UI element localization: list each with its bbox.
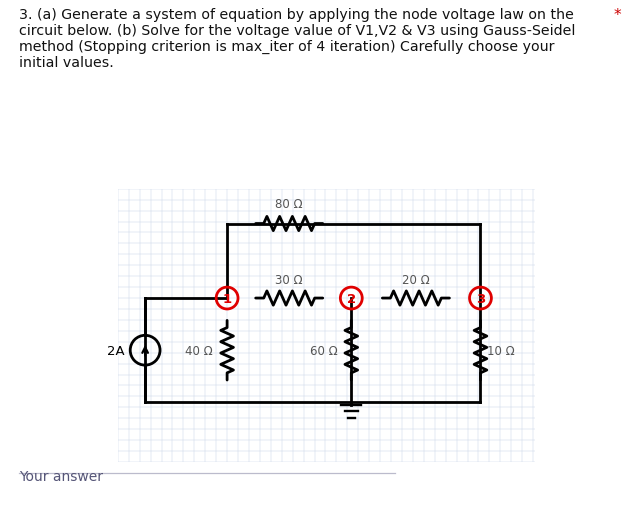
- Text: *: *: [613, 8, 621, 23]
- Text: 3. (a) Generate a system of equation by applying the node voltage law on the
cir: 3. (a) Generate a system of equation by …: [19, 8, 575, 70]
- Text: 3: 3: [476, 292, 485, 305]
- Text: 40 Ω: 40 Ω: [185, 344, 213, 357]
- Text: 2A: 2A: [106, 344, 124, 357]
- Text: 20 Ω: 20 Ω: [402, 274, 430, 286]
- Text: Your answer: Your answer: [19, 469, 103, 483]
- Text: 30 Ω: 30 Ω: [275, 274, 303, 286]
- Text: 10 Ω: 10 Ω: [487, 344, 515, 357]
- Text: 1: 1: [222, 292, 232, 305]
- Text: 80 Ω: 80 Ω: [275, 197, 303, 210]
- Text: 60 Ω: 60 Ω: [310, 344, 338, 357]
- Text: 2: 2: [347, 292, 356, 305]
